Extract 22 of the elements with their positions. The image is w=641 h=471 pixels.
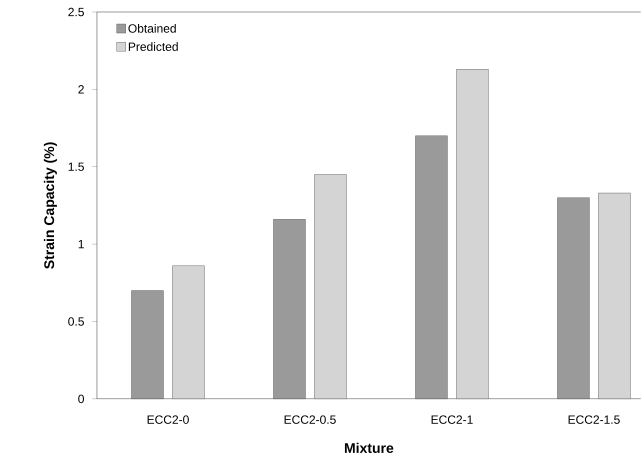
bar xyxy=(314,174,347,400)
x-tick-label: ECC2-0 xyxy=(148,415,189,424)
bar xyxy=(172,266,205,400)
bar xyxy=(598,192,631,400)
x-tick-label: ECC2-1 xyxy=(432,415,473,424)
y-tick-label: 1 xyxy=(78,240,84,248)
y-axis-title: Strain Capacity (%) xyxy=(44,142,57,269)
x-tick-label: ECC2-1.5 xyxy=(568,415,620,424)
legend-label: Obtained xyxy=(128,24,176,33)
bar xyxy=(415,136,448,400)
y-tick-label: 2 xyxy=(78,85,84,94)
x-axis-title: Mixture xyxy=(344,442,394,454)
y-tick-label: 0.5 xyxy=(68,317,84,326)
x-tick-label: ECC2-0.5 xyxy=(284,415,336,424)
legend-label: Predicted xyxy=(128,42,178,51)
y-tick-label: 0 xyxy=(78,394,84,404)
bar xyxy=(131,290,164,400)
y-tick-label: 1.5 xyxy=(68,162,84,171)
y-tick-label: 2.5 xyxy=(68,8,84,16)
bar xyxy=(273,219,306,400)
bar xyxy=(557,198,590,400)
bar xyxy=(456,69,489,400)
